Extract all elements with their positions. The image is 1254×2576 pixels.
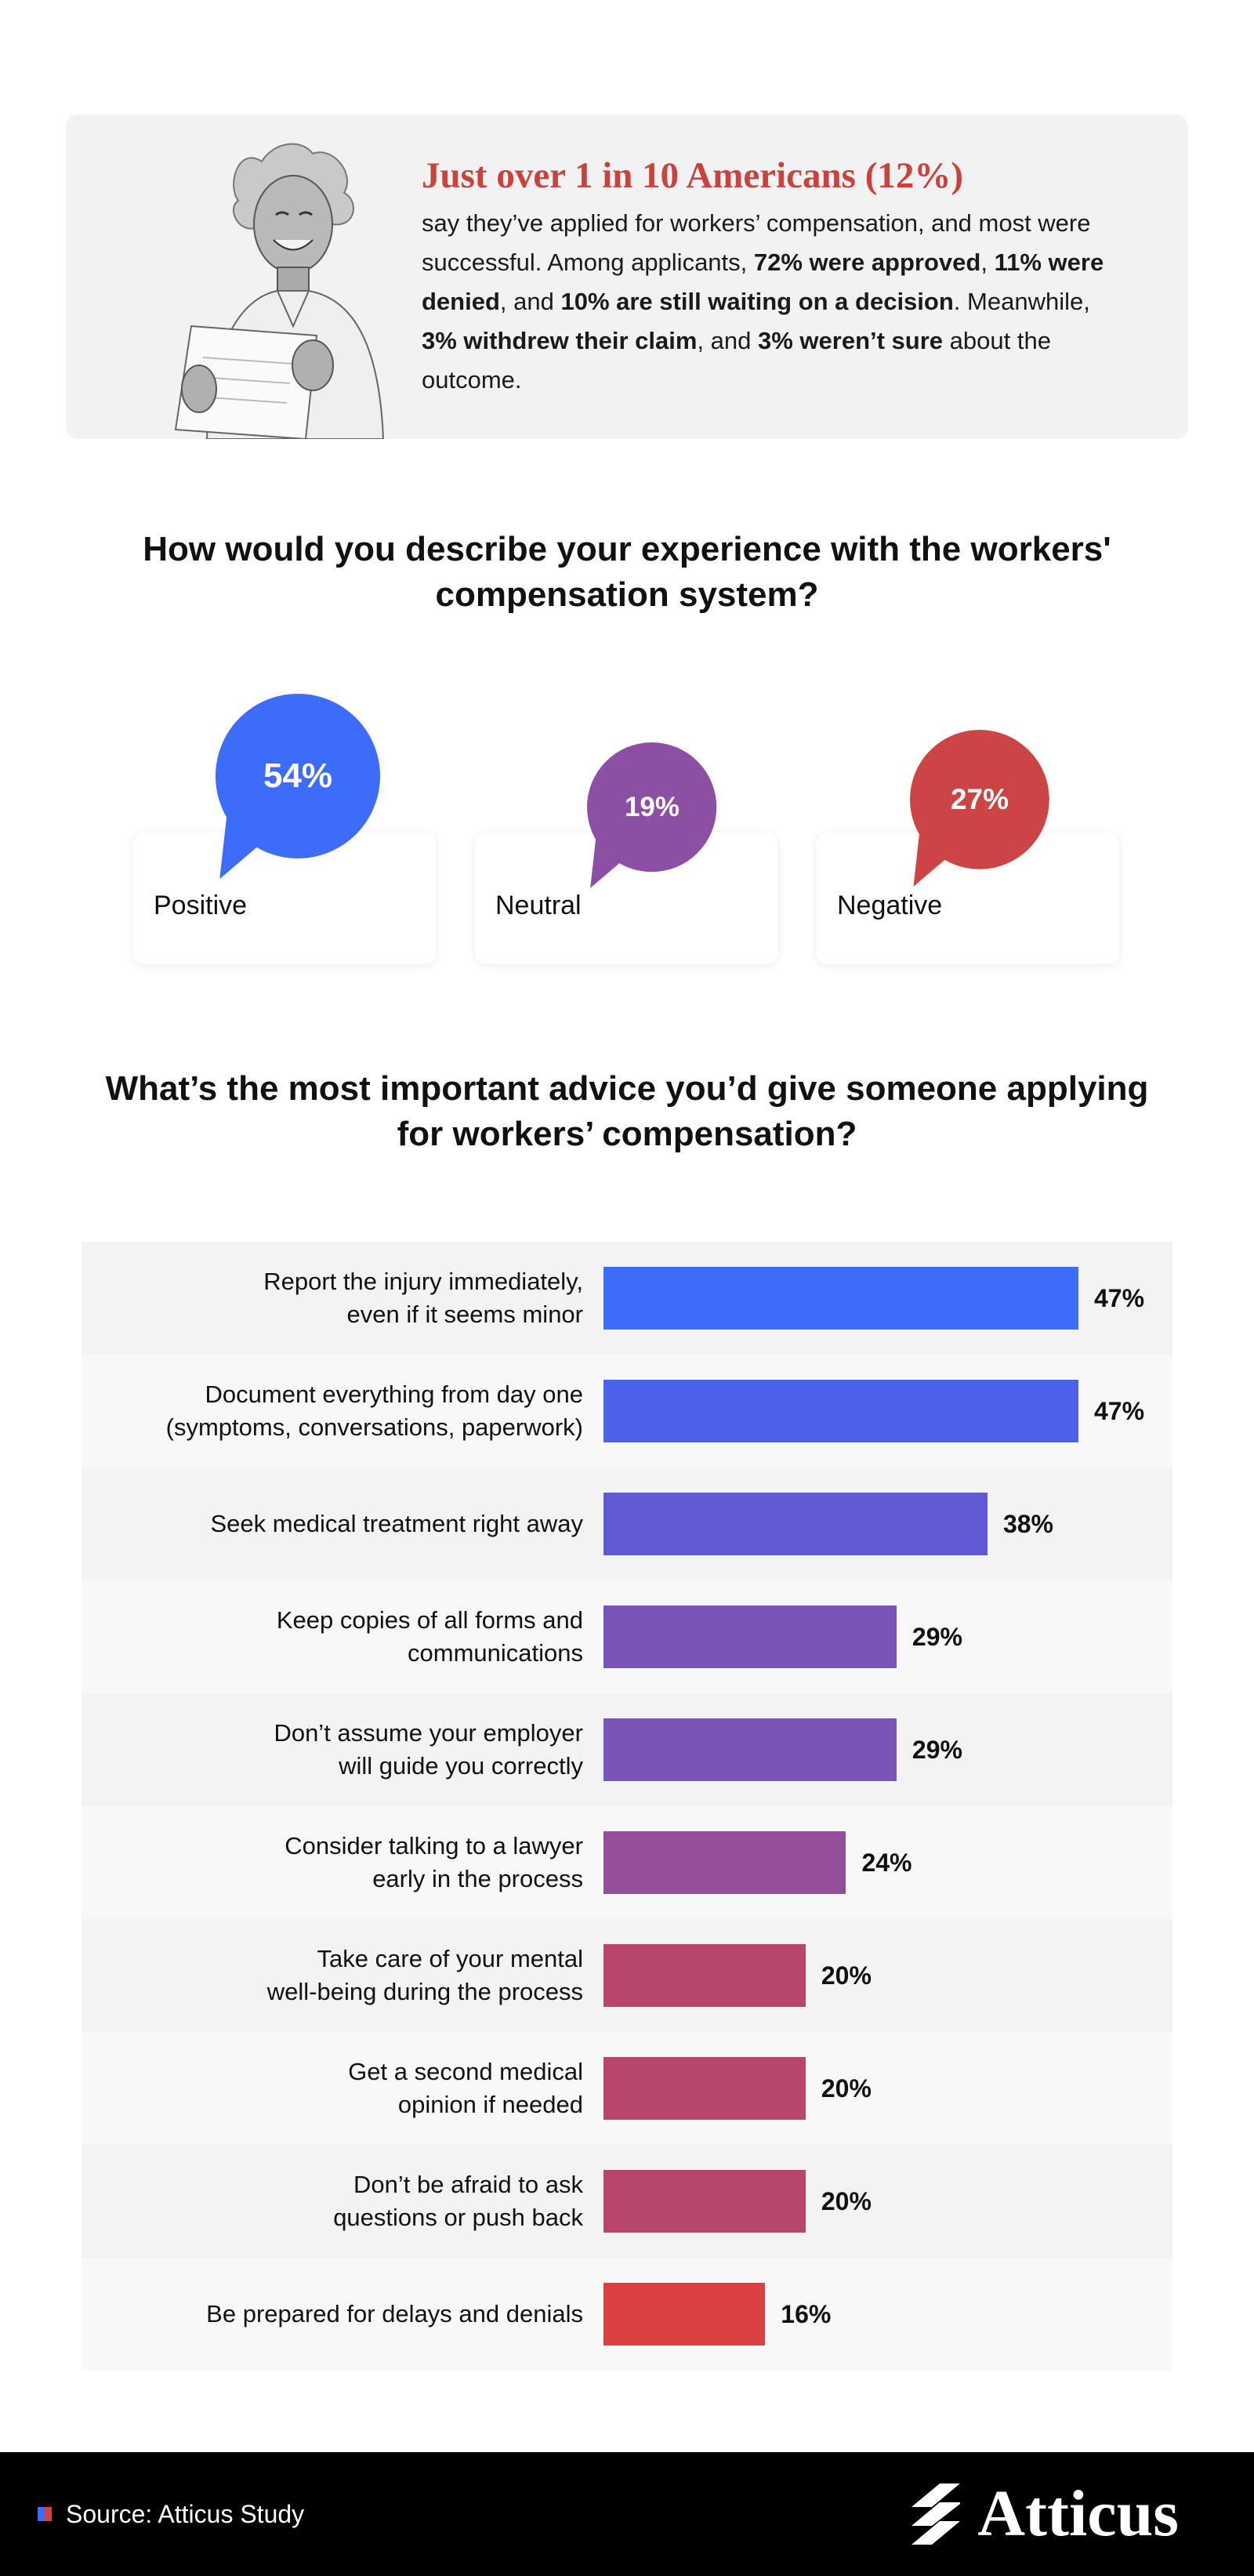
bar: [603, 1267, 1078, 1330]
speech-bubble-icon: [910, 730, 1049, 887]
bar-value-label: 47%: [1094, 1283, 1145, 1312]
bar-category-label: Get a second medical opinion if needed: [348, 2058, 583, 2118]
experience-label: Negative: [837, 891, 943, 920]
bar: [603, 1493, 988, 1555]
advice-bar-chart: Report the injury immediately, even if i…: [82, 1242, 1172, 2371]
brand-name: Atticus: [977, 2477, 1179, 2550]
bar: [603, 2170, 806, 2233]
intro-text-run: . Meanwhile,: [953, 288, 1090, 316]
bar: [603, 1831, 846, 1894]
source-text: Source: Atticus Study: [66, 2499, 305, 2528]
bar-value-label: 29%: [912, 1735, 962, 1764]
intro-highlight: 10% are still waiting on a decision: [560, 288, 954, 316]
bar-value-label: 20%: [821, 2073, 872, 2103]
experience-label: Neutral: [495, 891, 582, 920]
bar-value-label: 20%: [821, 2186, 872, 2215]
intro-highlight: 11% were denied: [422, 249, 1104, 316]
bar-row: Get a second medical opinion if needed 20…: [82, 2032, 1172, 2145]
intro-headline: Just over 1 in 10 Americans (12%): [422, 155, 964, 196]
intro-card: Just over 1 in 10 Americans (12%) say th…: [66, 114, 1188, 439]
bar-row: Keep copies of all forms and communicati…: [82, 1580, 1172, 1693]
atticus-logo-icon: [912, 2483, 961, 2545]
bar-value-label: 16%: [781, 2299, 832, 2328]
bar-category-label: Keep copies of all forms and communicati…: [276, 1606, 583, 1667]
bar: [603, 1380, 1078, 1442]
experience-question: How would you describe your experience w…: [143, 530, 1111, 614]
speech-bubble-icon: [587, 742, 717, 889]
bar-row: Report the injury immediately, even if i…: [82, 1242, 1172, 1355]
intro-highlight: 72% were approved: [753, 249, 981, 277]
bar-row: Consider talking to a lawyer early in th…: [82, 1806, 1172, 1919]
intro-highlight: 3% withdrew their claim: [422, 327, 698, 355]
bar-row: Take care of your mental well-being duri…: [82, 1919, 1172, 2032]
bar-row: Document everything from day one (sympto…: [82, 1355, 1172, 1468]
bar-category-label: Document everything from day one (sympto…: [165, 1381, 583, 1441]
intro-text-run: , and: [697, 327, 758, 355]
experience-value: 19%: [624, 792, 680, 822]
bar: [603, 1605, 897, 1668]
bar-category-label: Report the injury immediately, even if i…: [263, 1268, 583, 1328]
bar-row: Don’t be afraid to ask questions or push…: [82, 2145, 1172, 2258]
bar-value-label: 47%: [1094, 1396, 1145, 1425]
bar-category-label: Don’t be afraid to ask questions or push…: [333, 2171, 583, 2231]
bar: [603, 2283, 766, 2346]
bar-value-label: 29%: [912, 1622, 962, 1651]
experience-value: 27%: [950, 782, 1009, 815]
woman-reading-letter-illustration: [174, 143, 385, 439]
speech-bubble-icon: [216, 694, 380, 880]
experience-card-positive: Positive: [133, 833, 436, 964]
intro-text-run: , and: [499, 288, 561, 316]
bar-category-label: Seek medical treatment right away: [210, 1510, 583, 1537]
experience-value: 54%: [263, 756, 333, 795]
bar-category-label: Consider talking to a lawyer early in th…: [285, 1832, 583, 1892]
bar-category-label: Don’t assume your employer will guide yo…: [274, 1719, 583, 1780]
bar-row: Don’t assume your employer will guide yo…: [82, 1693, 1172, 1806]
bar-row: Seek medical treatment right away 38%: [82, 1468, 1172, 1580]
bar: [603, 1944, 806, 2007]
bar-value-label: 20%: [821, 1961, 872, 1990]
intro-body: say they’ve applied for workers’ compens…: [422, 204, 1127, 400]
bar: [603, 2057, 806, 2120]
bar: [603, 1718, 897, 1781]
source-note: Source: Atticus Study: [38, 2452, 304, 2576]
bar-value-label: 38%: [1002, 1509, 1053, 1538]
experience-label: Positive: [154, 891, 248, 920]
bar-category-label: Take care of your mental well-being duri…: [266, 1945, 583, 2005]
intro-text: Just over 1 in 10 Americans (12%) say th…: [422, 154, 1127, 400]
footer: Source: Atticus Study Atticus: [0, 2452, 1254, 2576]
intro-text-run: about the outcome.: [422, 327, 1051, 394]
source-square-icon: [38, 2507, 52, 2521]
advice-question: What’s the most important advice you’d g…: [105, 1069, 1149, 1153]
brand-logo: Atticus: [905, 2480, 1179, 2548]
bar-category-label: Be prepared for delays and denials: [206, 2300, 583, 2327]
intro-text-run: ,: [980, 249, 995, 277]
bar-row: Be prepared for delays and denials 16%: [82, 2258, 1172, 2371]
intro-highlight: 3% weren’t sure: [758, 327, 944, 355]
intro-text-run: say they’ve applied for workers’ compens…: [422, 209, 1091, 277]
bar-value-label: 24%: [861, 1848, 912, 1877]
